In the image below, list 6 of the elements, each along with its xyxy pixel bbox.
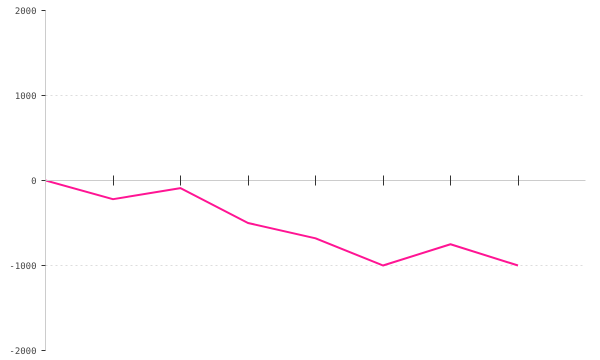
y-tick-label: -2000 bbox=[9, 347, 36, 357]
y-tick-label: 1000 bbox=[14, 92, 37, 102]
y-tick-label: 2000 bbox=[14, 7, 37, 17]
y-tick-label: 0 bbox=[31, 177, 37, 187]
y-tick-label: -1000 bbox=[9, 262, 36, 272]
line-series bbox=[46, 180, 519, 266]
